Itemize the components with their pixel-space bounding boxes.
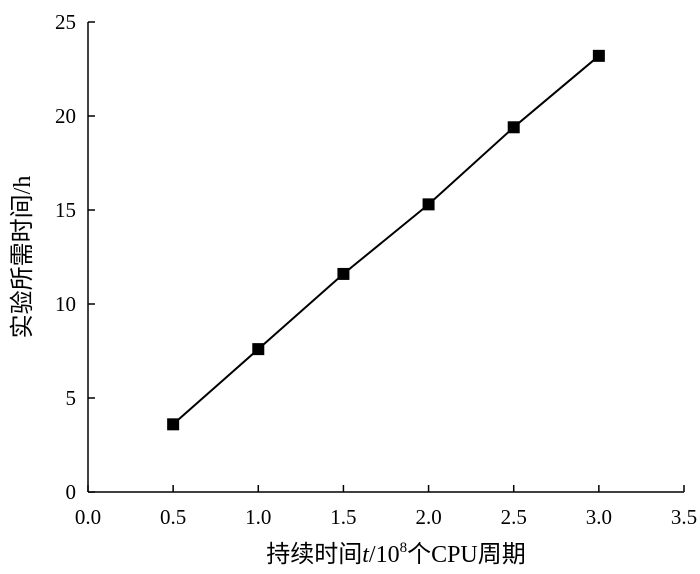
x-axis-title-variable: t bbox=[362, 542, 370, 568]
y-tick-label: 5 bbox=[66, 386, 77, 410]
y-axis-title: 实验所需时间/h bbox=[9, 176, 36, 339]
data-point-marker bbox=[167, 418, 180, 431]
x-tick-label: 1.5 bbox=[330, 505, 356, 529]
y-tick-label: 10 bbox=[55, 292, 76, 316]
x-tick-label: 0.0 bbox=[75, 505, 101, 529]
y-tick-label: 20 bbox=[55, 104, 76, 128]
x-tick-label: 2.5 bbox=[501, 505, 527, 529]
x-tick-label: 3.5 bbox=[671, 505, 697, 529]
data-point-marker bbox=[422, 198, 435, 211]
x-tick-label: 1.0 bbox=[245, 505, 271, 529]
data-series bbox=[167, 49, 605, 431]
data-point-marker bbox=[252, 343, 265, 356]
y-tick-label: 25 bbox=[55, 10, 76, 34]
y-tick-label: 15 bbox=[55, 198, 76, 222]
x-axis-ticks: 0.0 0.5 1.0 1.5 2.0 2.5 3.0 3.5 bbox=[75, 485, 697, 529]
x-tick-label: 0.5 bbox=[160, 505, 186, 529]
x-axis-title-unit: 个CPU周期 bbox=[407, 541, 526, 568]
x-axis-title-exponent: 8 bbox=[400, 540, 408, 556]
data-point-marker bbox=[337, 267, 350, 280]
data-point-marker bbox=[592, 49, 605, 62]
data-point-marker bbox=[507, 121, 520, 134]
x-axis-title-prefix: 持续时间 bbox=[266, 541, 362, 568]
axes bbox=[87, 22, 684, 493]
y-tick-label: 0 bbox=[66, 480, 77, 504]
x-axis-title-scale: /10 bbox=[369, 542, 400, 568]
y-axis-ticks: 0 5 10 15 20 25 bbox=[55, 10, 95, 504]
x-tick-label: 2.0 bbox=[415, 505, 441, 529]
x-tick-label: 3.0 bbox=[586, 505, 612, 529]
series-line bbox=[172, 55, 600, 426]
x-axis-title: 持续时间t/108个CPU周期 bbox=[266, 540, 526, 568]
